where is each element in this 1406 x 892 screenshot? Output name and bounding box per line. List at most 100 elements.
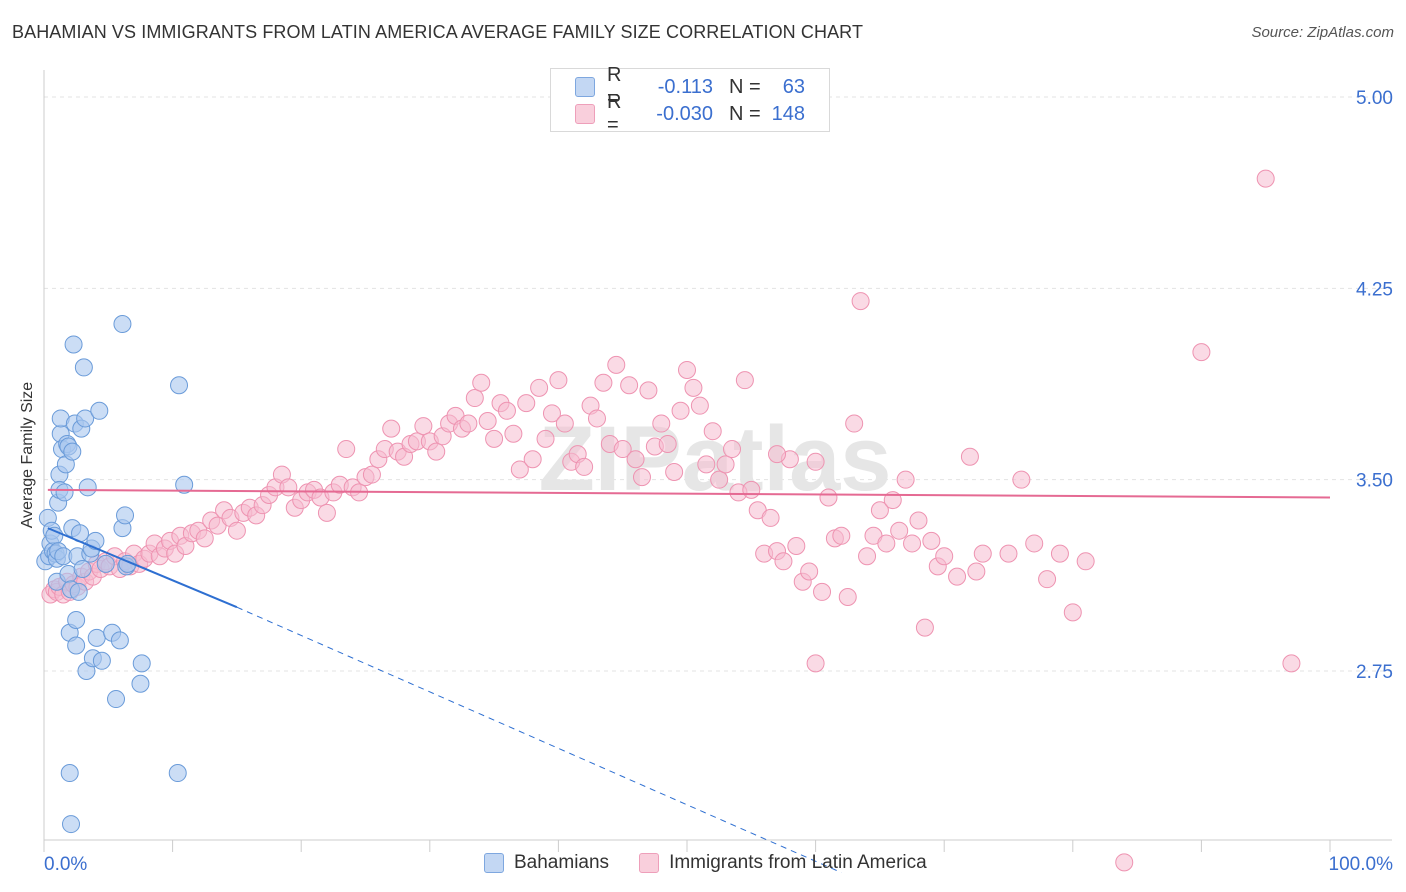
data-point-latin-america [382, 419, 401, 438]
chart-title: BAHAMIAN VS IMMIGRANTS FROM LATIN AMERIC… [12, 22, 864, 42]
data-point-latin-america [523, 450, 542, 469]
legend-row-bahamians: R = -0.113 N = 63 [575, 64, 805, 109]
axes [43, 70, 1392, 852]
data-point-latin-america [652, 414, 671, 433]
data-point-bahamians [64, 335, 83, 354]
data-point-latin-america [999, 544, 1018, 563]
data-point-latin-america [555, 414, 574, 433]
y-tick-label: 3.50 [1356, 471, 1393, 492]
data-point-bahamians [170, 376, 189, 395]
trend-line-latin-america [47, 488, 1331, 499]
data-point-bahamians [116, 506, 135, 525]
data-point-latin-america [658, 434, 677, 453]
data-point-bahamians [131, 674, 150, 693]
data-point-latin-america [414, 417, 433, 436]
data-point-bahamians [175, 475, 194, 494]
legend-label-bahamians: Bahamians [514, 852, 610, 873]
data-point-latin-america [671, 401, 690, 420]
data-point-latin-america [1050, 544, 1069, 563]
data-point-latin-america [768, 445, 787, 464]
data-point-latin-america [870, 501, 889, 520]
data-point-bahamians [63, 442, 82, 461]
y-tick-label: 4.25 [1356, 279, 1393, 300]
data-point-bahamians [73, 559, 92, 578]
legend-r-value: -0.113 [657, 75, 713, 98]
data-point-latin-america [858, 547, 877, 566]
data-point-latin-america [337, 440, 356, 459]
grid-lines [44, 96, 1392, 672]
x-tick-label: 100.0% [1329, 854, 1394, 875]
data-point-latin-america [697, 455, 716, 474]
data-point-latin-america [896, 470, 915, 489]
legend-row-latin-america: R = -0.030 N = 148 [575, 91, 805, 136]
data-point-bahamians [168, 764, 187, 783]
data-point-latin-america [632, 468, 651, 487]
data-point-latin-america [851, 292, 870, 311]
legend-r-value: -0.030 [656, 102, 713, 125]
data-point-bahamians [76, 409, 95, 428]
data-point-latin-america [915, 618, 934, 637]
series-legend: Bahamians Immigrants from Latin America [484, 852, 957, 874]
data-point-bahamians [60, 764, 79, 783]
data-point-latin-america [587, 409, 606, 428]
data-point-latin-america [716, 455, 735, 474]
data-point-bahamians [67, 636, 86, 655]
data-point-latin-america [1115, 853, 1134, 872]
data-point-latin-america [639, 381, 658, 400]
correlation-legend: R = -0.113 N = 63 R = -0.030 N = 148 [550, 64, 830, 136]
data-point-latin-america [819, 488, 838, 507]
data-point-latin-america [594, 373, 613, 392]
y-axis-label: Average Family Size [19, 381, 36, 529]
legend-n-label: N = [729, 102, 761, 125]
data-point-latin-america [806, 654, 825, 673]
series-bahamians [36, 315, 194, 834]
data-point-bahamians [92, 651, 111, 670]
legend-r-label: R = [607, 64, 622, 109]
data-point-bahamians [69, 582, 88, 601]
trend-lines [47, 488, 1331, 873]
legend-n-value: 148 [771, 102, 805, 125]
data-point-latin-america [723, 440, 742, 459]
legend-swatch-pink [639, 853, 660, 873]
trend-line-bahamians-extension [236, 606, 842, 873]
legend-item-bahamians[interactable]: Bahamians [484, 852, 609, 874]
data-point-latin-america [774, 552, 793, 571]
data-point-latin-america [549, 371, 568, 390]
legend-swatch-blue [575, 77, 595, 97]
data-point-latin-america [478, 411, 497, 430]
chart-source: Source: ZipAtlas.com [1251, 24, 1394, 41]
data-point-bahamians [113, 315, 132, 334]
data-point-latin-america [973, 544, 992, 563]
data-point-latin-america [838, 588, 857, 607]
data-point-latin-america [960, 447, 979, 466]
data-point-latin-america [703, 422, 722, 441]
data-point-latin-america [1025, 534, 1044, 553]
data-point-latin-america [317, 503, 336, 522]
data-point-latin-america [1192, 343, 1211, 362]
data-point-latin-america [690, 396, 709, 415]
data-point-latin-america [1038, 570, 1057, 589]
data-point-latin-america [1256, 169, 1275, 188]
data-point-latin-america [845, 414, 864, 433]
data-point-latin-america [485, 429, 504, 448]
legend-item-latin-america[interactable]: Immigrants from Latin America [639, 852, 927, 874]
data-point-bahamians [67, 610, 86, 629]
data-point-latin-america [948, 567, 967, 586]
data-point-latin-america [665, 463, 684, 482]
data-point-latin-america [510, 460, 529, 479]
data-point-latin-america [787, 536, 806, 555]
data-point-latin-america [813, 582, 832, 601]
data-point-latin-america [607, 355, 626, 374]
data-point-latin-america [1063, 603, 1082, 622]
data-point-latin-america [922, 531, 941, 550]
data-point-latin-america [800, 562, 819, 581]
series-immigrants-latin-america [41, 169, 1301, 872]
legend-swatch-pink [575, 104, 595, 124]
data-point-latin-america [459, 414, 478, 433]
data-point-latin-america [761, 508, 780, 527]
data-point-latin-america [935, 547, 954, 566]
data-point-latin-america [613, 440, 632, 459]
data-point-bahamians [132, 654, 151, 673]
data-point-latin-america [967, 562, 986, 581]
